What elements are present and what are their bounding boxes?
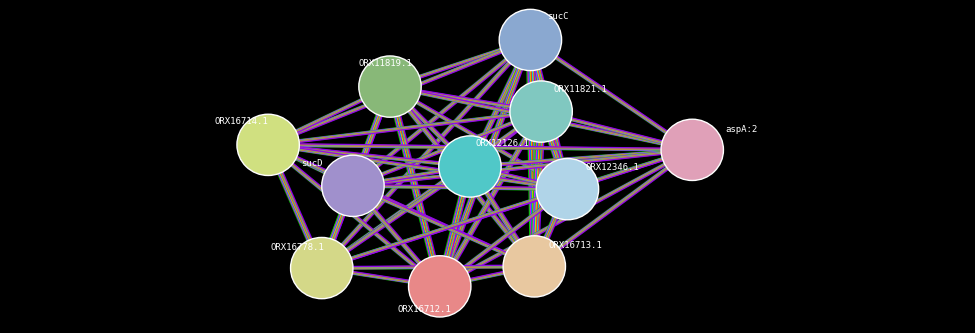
Text: ORX12126.1: ORX12126.1 (475, 139, 529, 149)
Text: ORX12346.1: ORX12346.1 (585, 163, 640, 172)
Text: ORX11821.1: ORX11821.1 (553, 85, 607, 95)
Text: ORX16712.1: ORX16712.1 (397, 304, 451, 314)
Text: sucD: sucD (301, 159, 323, 168)
Ellipse shape (359, 56, 421, 117)
Ellipse shape (661, 119, 723, 180)
Ellipse shape (291, 237, 353, 299)
Text: ORX11819.1: ORX11819.1 (358, 59, 412, 68)
Ellipse shape (409, 256, 471, 317)
Ellipse shape (237, 114, 299, 175)
Ellipse shape (536, 159, 599, 220)
Text: sucC: sucC (547, 12, 568, 21)
Ellipse shape (503, 236, 566, 297)
Text: aspA:2: aspA:2 (724, 125, 758, 135)
Ellipse shape (322, 155, 384, 216)
Ellipse shape (510, 81, 572, 142)
Text: ORX16778.1: ORX16778.1 (270, 242, 325, 252)
Ellipse shape (499, 9, 562, 71)
Ellipse shape (439, 136, 501, 197)
Text: ORX16713.1: ORX16713.1 (548, 241, 603, 250)
Text: ORX16714.1: ORX16714.1 (214, 117, 269, 126)
